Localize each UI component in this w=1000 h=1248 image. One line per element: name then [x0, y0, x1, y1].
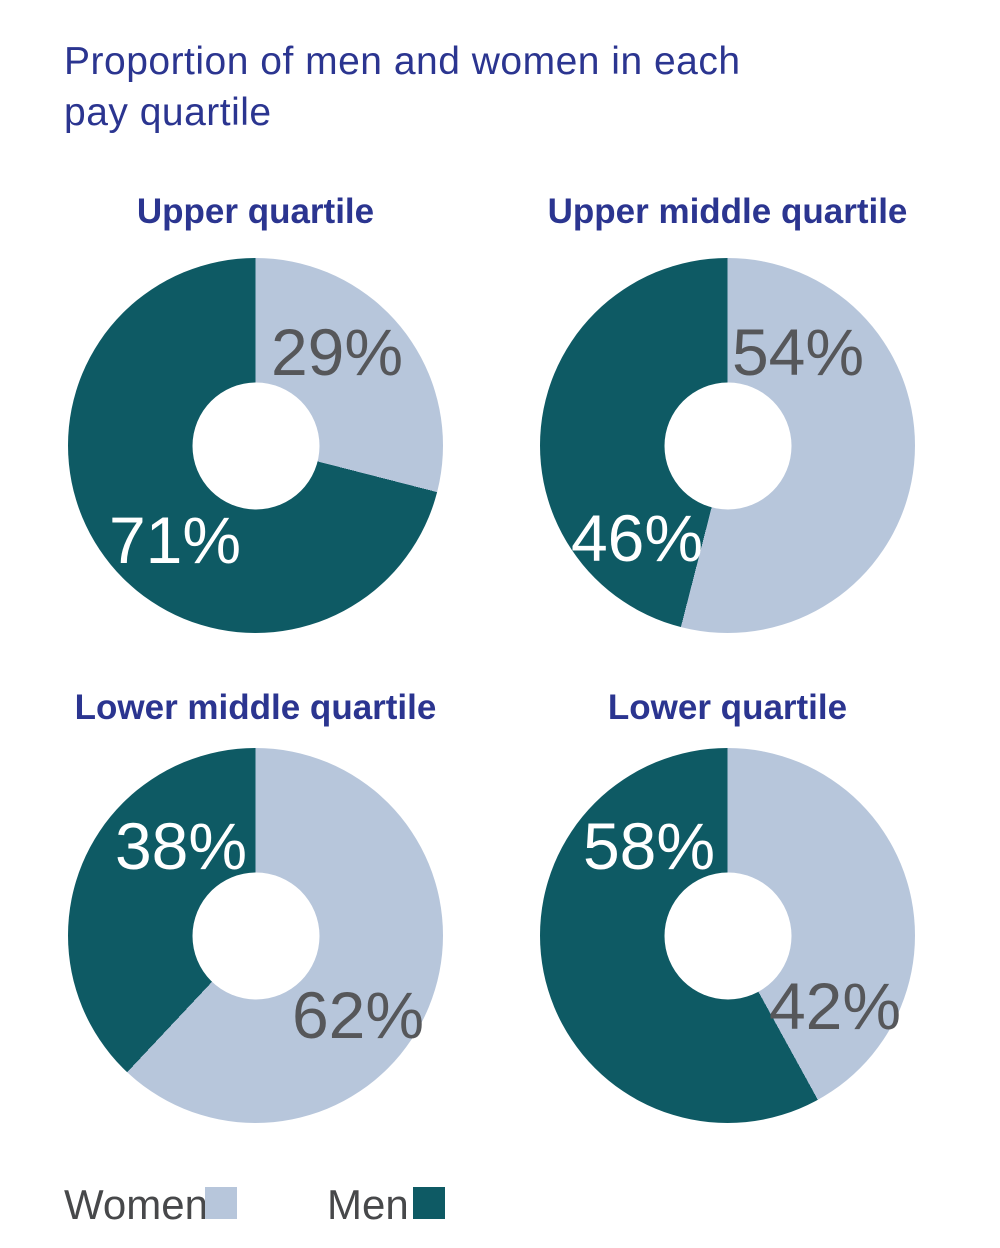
chart-title: Lower middle quartile: [74, 688, 437, 727]
donut-chart: 54% 46%: [540, 258, 915, 633]
chart-title: Upper middle quartile: [547, 192, 908, 231]
donut-chart: 62% 38%: [68, 748, 443, 1123]
page-title: Proportion of men and women in each pay …: [64, 40, 741, 135]
slice-label-men: 58%: [582, 809, 716, 883]
slice-label-women: 62%: [291, 978, 425, 1052]
legend-label-men: Men: [327, 1181, 409, 1228]
slice-label-men: 71%: [108, 503, 242, 577]
chart-lower-middle-quartile: Lower middle quartile 62% 38%: [68, 686, 443, 1131]
slice-label-men: 38%: [114, 809, 248, 883]
legend-swatch-women: [205, 1187, 237, 1219]
chart-upper-quartile: Upper quartile 29% 71%: [68, 190, 443, 635]
slice-label-women: 42%: [768, 969, 902, 1043]
donut-hole: [664, 872, 791, 999]
donut-chart: 29% 71%: [68, 258, 443, 633]
donut-hole: [192, 382, 319, 509]
legend-label-women: Women: [64, 1181, 208, 1228]
chart-title: Lower quartile: [607, 688, 848, 727]
slice-label-men: 46%: [570, 501, 704, 575]
legend-swatch-men: [413, 1187, 445, 1219]
donut-chart: 42% 58%: [540, 748, 915, 1123]
chart-title: Upper quartile: [136, 192, 375, 231]
slice-label-women: 29%: [270, 315, 404, 389]
donut-hole: [192, 872, 319, 999]
donut-hole: [664, 382, 791, 509]
slice-label-women: 54%: [731, 315, 865, 389]
chart-upper-middle-quartile: Upper middle quartile 54% 46%: [540, 190, 915, 635]
chart-lower-quartile: Lower quartile 42% 58%: [540, 686, 915, 1131]
